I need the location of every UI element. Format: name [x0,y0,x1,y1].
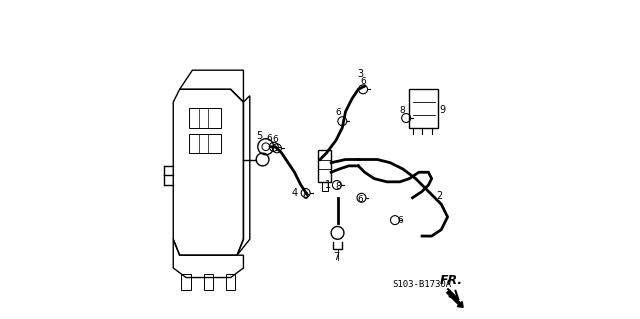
Text: 6: 6 [360,77,366,85]
Text: 6: 6 [335,108,341,117]
Text: 2: 2 [436,191,443,201]
Bar [410,89,438,128]
Text: 3: 3 [357,69,363,79]
Text: FR.: FR. [440,274,463,287]
Bar [321,182,328,191]
Text: 6: 6 [397,216,403,225]
Bar [319,150,331,182]
FancyArrow shape [447,291,463,308]
Text: 1: 1 [325,180,331,190]
Text: 6: 6 [273,135,278,144]
Bar [189,108,221,128]
Text: 6: 6 [267,134,273,143]
Text: S103-B1730A: S103-B1730A [392,280,452,289]
Text: 8: 8 [335,182,340,191]
Text: 8: 8 [399,106,405,115]
Bar [181,274,191,290]
Text: 4: 4 [291,188,298,198]
Bar [204,274,213,290]
Text: 6: 6 [357,195,363,204]
Bar [226,274,236,290]
Text: 5: 5 [256,131,262,141]
Text: 6: 6 [303,192,308,201]
Text: 9: 9 [440,105,446,115]
Bar [189,134,221,153]
Text: 7: 7 [333,252,339,262]
